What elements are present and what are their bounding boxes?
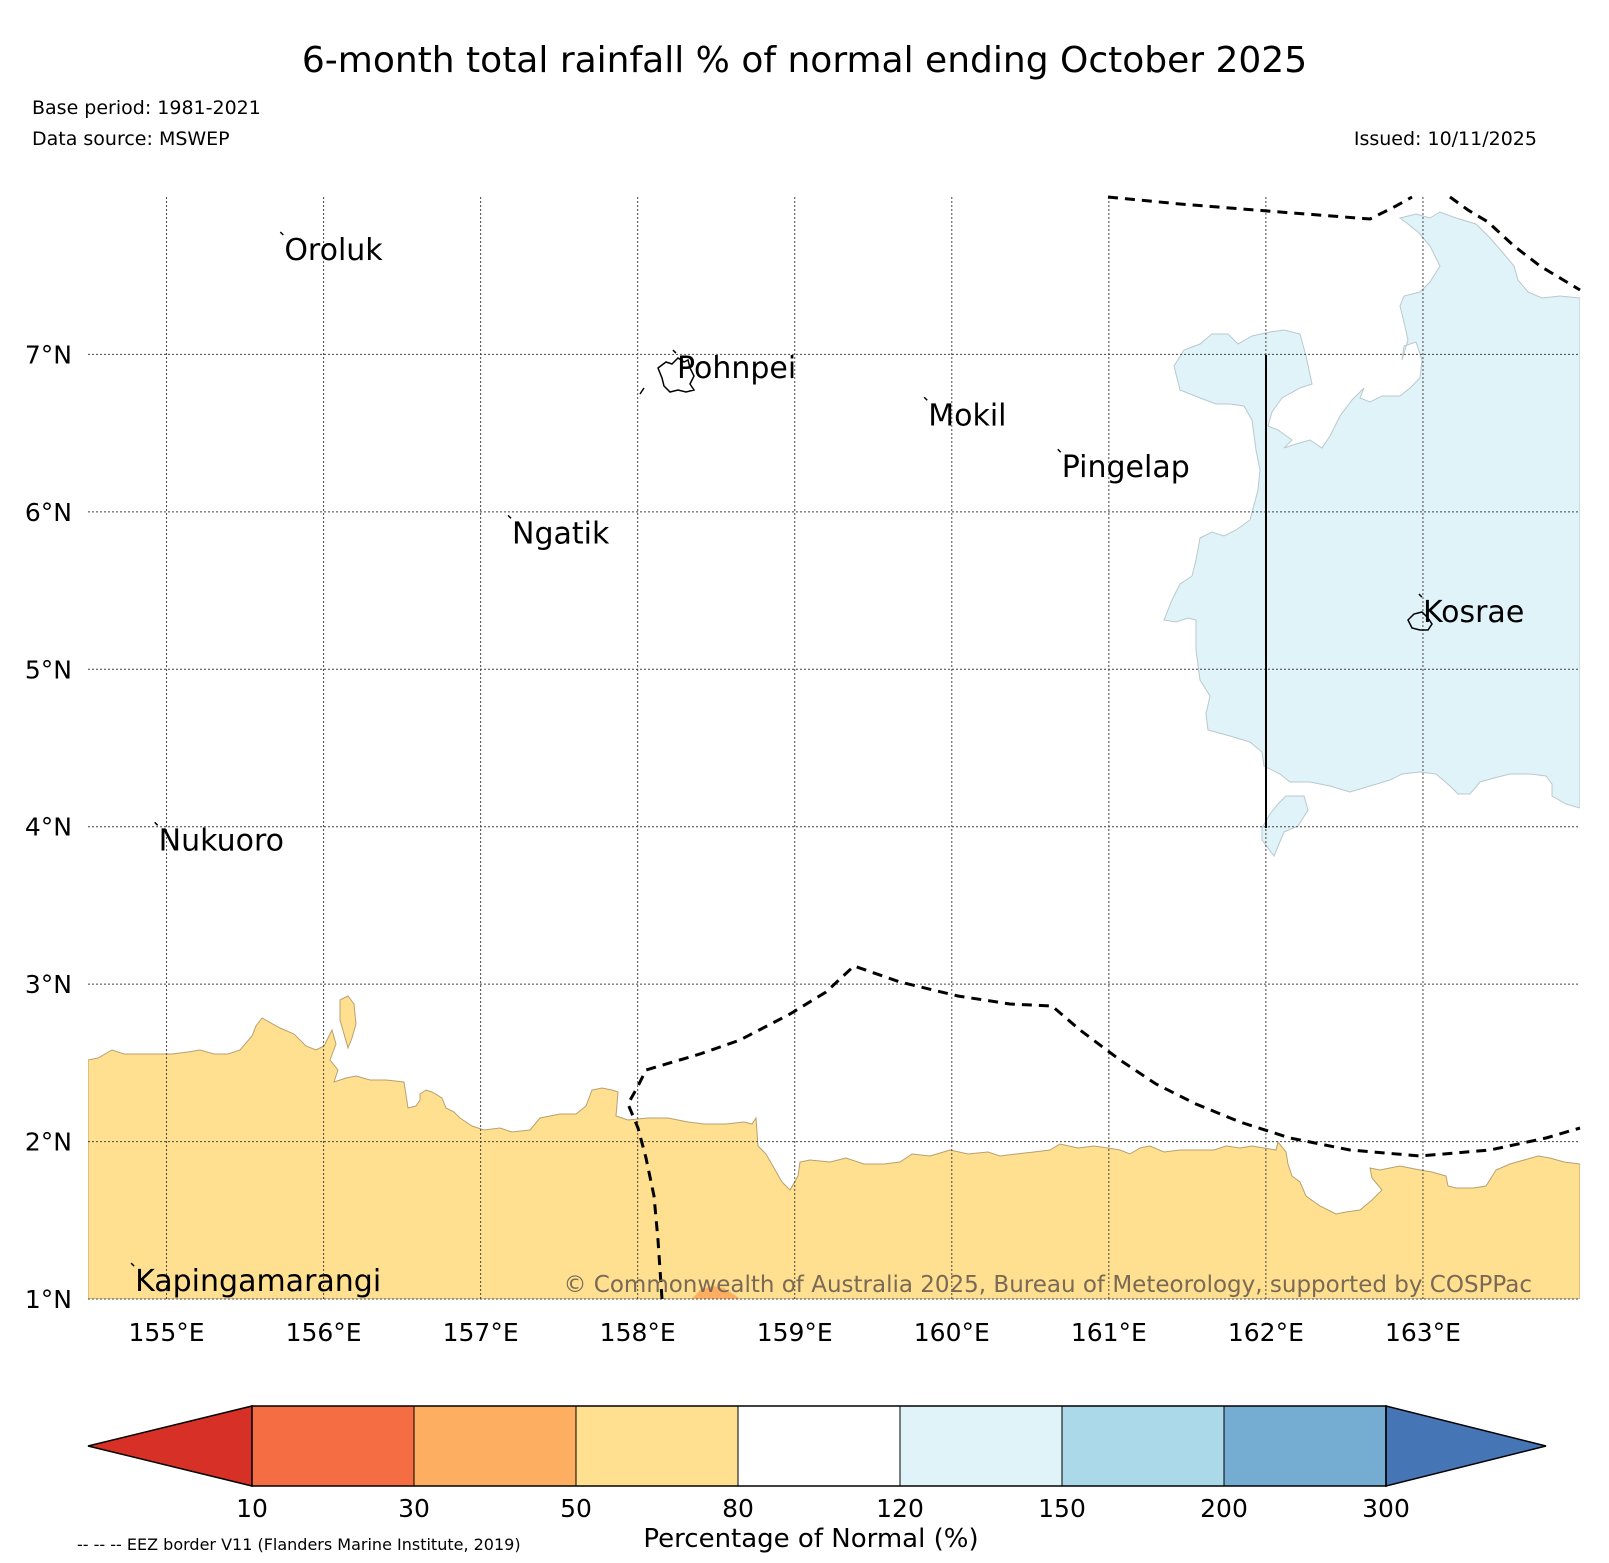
island-marker: [923, 396, 928, 401]
island-marker: [279, 231, 284, 236]
place-label-kapingamarangi: Kapingamarangi: [135, 1264, 381, 1299]
eez-border-south: [626, 964, 1581, 1300]
island-marker: [672, 349, 677, 354]
colorbar-tick-label: 200: [1200, 1494, 1248, 1523]
lat-tick-label: 2°N: [25, 1128, 72, 1157]
ant-atoll-outline: [639, 387, 645, 395]
colorbar-label: Percentage of Normal (%): [643, 1524, 978, 1554]
lat-tick-label: 6°N: [25, 498, 72, 527]
place-label-pohnpei: Pohnpei: [677, 351, 796, 386]
colorbar-tick-label: 80: [722, 1494, 754, 1523]
colorbar-bin: [737, 1405, 901, 1487]
colorbar-tick-label: 300: [1362, 1494, 1410, 1523]
colorbar-bin: [899, 1405, 1063, 1487]
data-source: Data source: MSWEP: [32, 128, 230, 150]
eez-border-northeast: [1449, 195, 1581, 292]
eez-borders: [626, 195, 1581, 1300]
lat-tick-label: 1°N: [25, 1285, 72, 1314]
lat-tick-label: 5°N: [25, 655, 72, 684]
eez-legend-note: -- -- -- EEZ border V11 (Flanders Marine…: [77, 1535, 521, 1554]
place-label-kosrae: Kosrae: [1423, 595, 1524, 630]
axis-ticks: 7°N 6°N 5°N 4°N 3°N 2°N 1°N 155°E 156°E 157°E 158°…: [25, 340, 1461, 1347]
lon-tick-label: 159°E: [757, 1318, 833, 1347]
island-marker: [1057, 448, 1062, 453]
colorbar-extend-low: [87, 1405, 253, 1487]
colorbar-tick-label: 10: [236, 1494, 268, 1523]
place-label-nukuoro: Nukuoro: [159, 823, 284, 858]
colorbar-bin: [575, 1405, 739, 1487]
colorbar-extend-high: [1385, 1405, 1547, 1487]
eez-border-north: [1107, 195, 1413, 221]
region-above-normal-islet: [1261, 795, 1309, 857]
base-period: Base period: 1981-2021: [32, 97, 261, 119]
colorbar-tick-label: 120: [876, 1494, 924, 1523]
island-outlines: [639, 357, 1433, 631]
lat-tick-label: 3°N: [25, 970, 72, 999]
kosrae-island-outline: [1407, 611, 1433, 631]
colorbar: 10 30 50 80 120 150 200 300: [87, 1405, 1547, 1523]
colorbar-bin: [1223, 1405, 1387, 1487]
island-marker: [130, 1262, 135, 1267]
lon-tick-label: 156°E: [286, 1318, 362, 1347]
lon-tick-label: 160°E: [914, 1318, 990, 1347]
place-label-oroluk: Oroluk: [284, 233, 383, 268]
lon-tick-label: 158°E: [600, 1318, 676, 1347]
place-labels: Oroluk Pohnpei Mokil Pingelap Ngatik Kosrae Nu…: [130, 231, 1524, 1299]
region-much-below-normal: [692, 1286, 740, 1299]
place-label-ngatik: Ngatik: [512, 516, 610, 551]
colorbar-frame: [251, 1405, 1387, 1487]
island-marker: [154, 821, 159, 826]
colorbar-bin: [413, 1405, 577, 1487]
lon-tick-label: 155°E: [129, 1318, 205, 1347]
pohnpei-island-outline: [657, 357, 696, 393]
colorbar-bin: [1061, 1405, 1225, 1487]
lon-tick-label: 162°E: [1228, 1318, 1304, 1347]
region-above-normal: [1163, 211, 1580, 809]
lon-tick-label: 157°E: [443, 1318, 519, 1347]
region-below-normal-islet: [339, 995, 357, 1050]
rainfall-fill-layer: [88, 211, 1580, 1299]
lon-tick-label: 161°E: [1071, 1318, 1147, 1347]
colorbar-tick-label: 30: [398, 1494, 430, 1523]
island-marker: [1418, 593, 1423, 598]
region-below-normal: [88, 1017, 1580, 1299]
lat-tick-label: 4°N: [25, 813, 72, 842]
issued-date: Issued: 10/11/2025: [1353, 128, 1537, 150]
lat-tick-label: 7°N: [25, 340, 72, 369]
colorbar-tick-label: 150: [1038, 1494, 1086, 1523]
place-label-pingelap: Pingelap: [1062, 450, 1190, 485]
map-title: 6-month total rainfall % of normal endin…: [301, 40, 1308, 81]
island-marker: [507, 514, 512, 519]
lon-tick-label: 163°E: [1385, 1318, 1461, 1347]
colorbar-tick-label: 50: [560, 1494, 592, 1523]
copyright-text: © Commonwealth of Australia 2025, Bureau…: [563, 1272, 1532, 1298]
place-label-mokil: Mokil: [928, 398, 1006, 433]
colorbar-bin: [251, 1405, 415, 1487]
